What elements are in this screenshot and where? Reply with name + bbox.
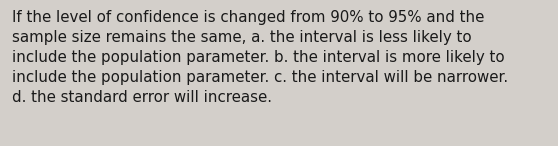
Text: If the level of confidence is changed from 90% to 95% and the
sample size remain: If the level of confidence is changed fr… xyxy=(12,10,508,105)
